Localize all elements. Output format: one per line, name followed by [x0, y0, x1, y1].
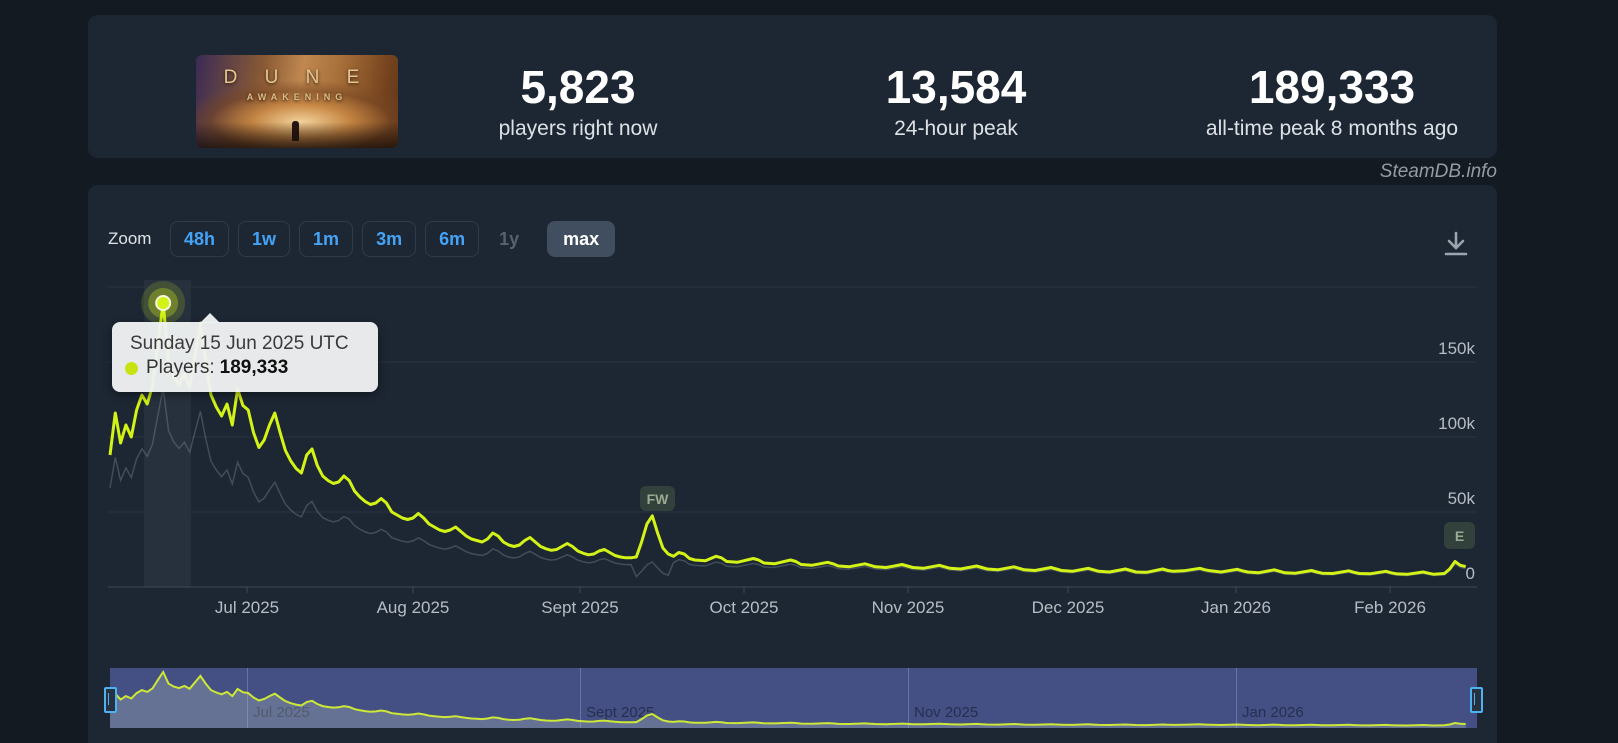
stat-current-players: 5,823 players right now — [499, 63, 658, 141]
current-players-value: 5,823 — [520, 61, 636, 113]
range-button-48h[interactable]: 48h — [170, 221, 230, 257]
alltime-peak-value: 189,333 — [1248, 61, 1416, 113]
stat-alltime-peak: 189,333 all-time peak 8 months ago — [1206, 63, 1458, 141]
range-button-1m[interactable]: 1m — [299, 221, 354, 257]
download-chart-button[interactable] — [1437, 226, 1475, 264]
tooltip-date: Sunday 15 Jun 2025 UTC — [130, 333, 349, 354]
navigator-month-label: Jul 2025 — [253, 704, 310, 721]
navigator-month-label: Nov 2025 — [914, 704, 979, 721]
chart-panel — [88, 185, 1497, 743]
alltime-peak-label: all-time peak 8 months ago — [1205, 117, 1459, 141]
peak-24h-label: 24-hour peak — [894, 117, 1018, 141]
current-players-label: players right now — [498, 117, 658, 141]
zoom-label: Zoom — [108, 229, 152, 248]
navigator-month-label: Jan 2026 — [1242, 704, 1304, 721]
download-icon — [1444, 231, 1468, 256]
stats-panel: D U N E AWAKENING 5,823 players right no… — [88, 15, 1497, 158]
tooltip-players-value: 189,333 — [219, 357, 289, 378]
navigator-month-label: Sept 2025 — [586, 704, 655, 721]
peak-24h-value: 13,584 — [885, 61, 1027, 113]
zoom-range-selector: 48h 1w 1m 3m 6m 1y max — [170, 220, 616, 258]
navigator-gridline — [1236, 668, 1237, 728]
range-button-6m[interactable]: 6m — [425, 221, 480, 257]
navigator-gridline — [247, 668, 248, 728]
stat-24h-peak: 13,584 24-hour peak — [886, 63, 1027, 141]
chart-navigator[interactable]: Jul 2025 Sept 2025 Nov 2025 Jan 2026 — [104, 668, 1483, 728]
navigator-gridline — [908, 668, 909, 728]
navigator-right-handle[interactable] — [1470, 687, 1483, 713]
game-capsule-image: D U N E AWAKENING — [196, 55, 398, 148]
range-button-3m[interactable]: 3m — [362, 221, 417, 257]
tooltip-series-label: Players: — [146, 357, 215, 378]
navigator-left-handle[interactable] — [104, 687, 117, 713]
range-button-1w[interactable]: 1w — [238, 221, 291, 257]
game-title: D U N E — [223, 67, 371, 88]
range-button-max[interactable]: max — [547, 221, 616, 257]
game-subtitle: AWAKENING — [246, 92, 348, 102]
capsule-figure-art — [292, 121, 299, 141]
range-button-1y: 1y — [488, 222, 530, 256]
steamdb-watermark-link[interactable]: SteamDB.info — [1379, 161, 1497, 182]
series-dot-icon — [125, 361, 138, 375]
chart-tooltip: Sunday 15 Jun 2025 UTC Players: 189,333 — [112, 313, 378, 392]
navigator-gridline — [580, 668, 581, 728]
